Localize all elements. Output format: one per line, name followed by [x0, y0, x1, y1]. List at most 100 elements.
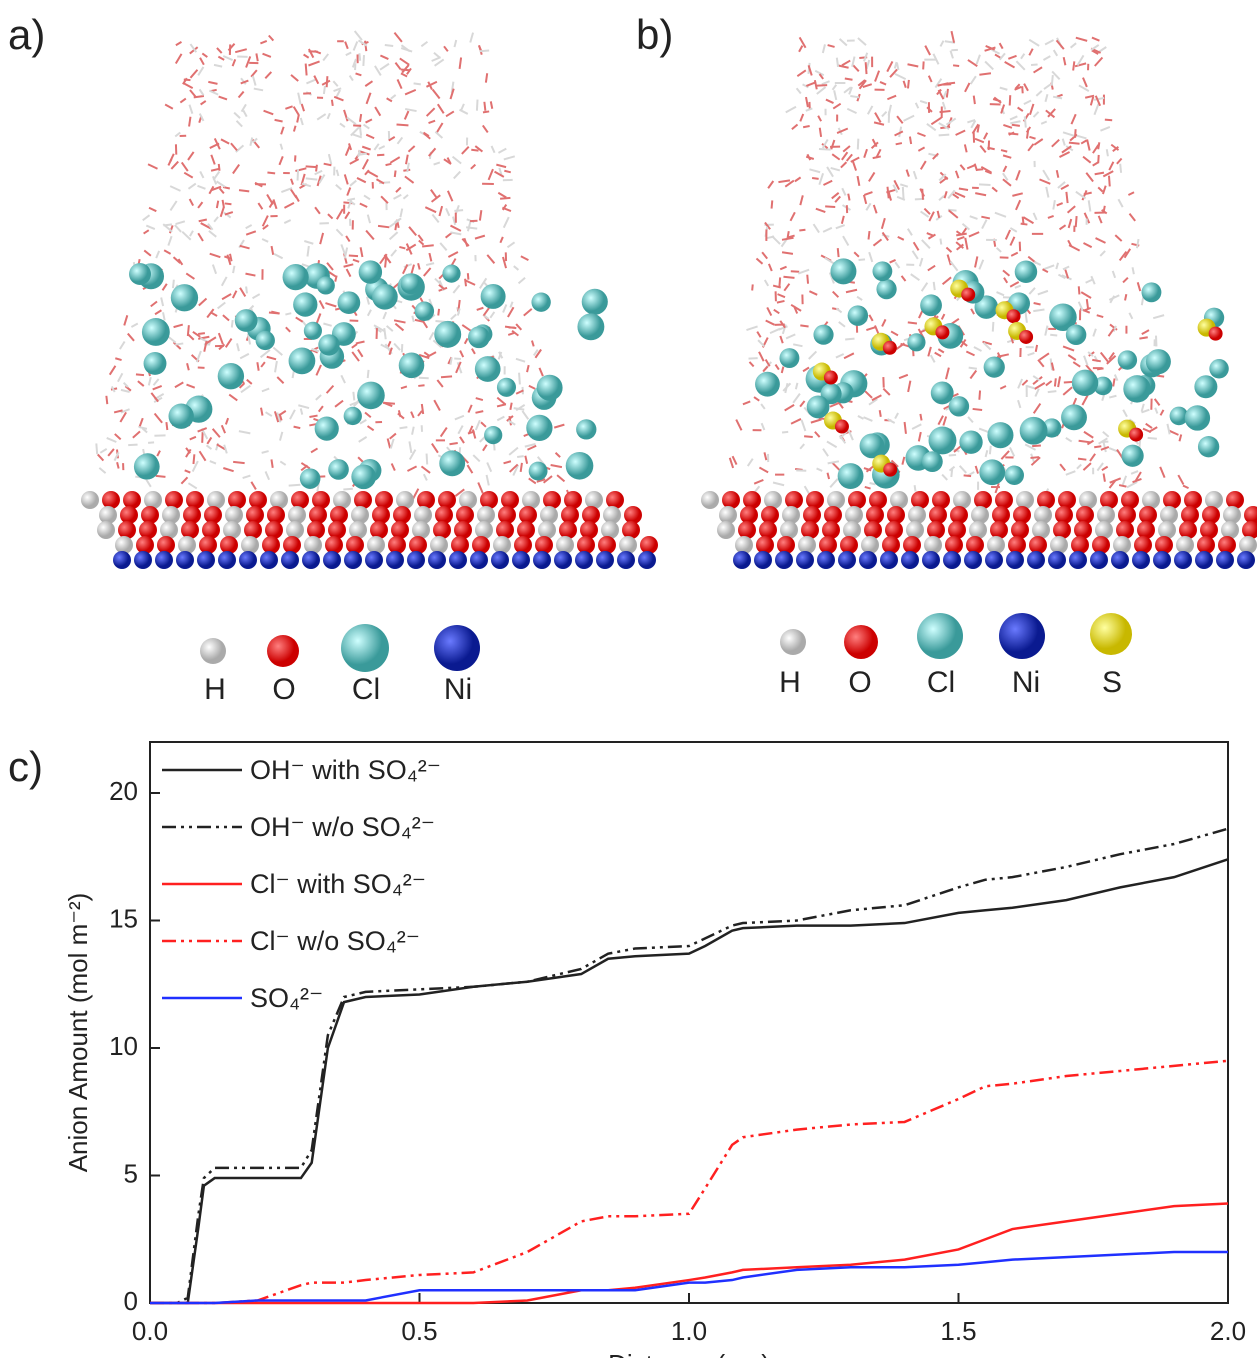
water [1003, 277, 1009, 284]
water [1032, 111, 1040, 118]
sulfate [882, 340, 897, 355]
water [954, 170, 960, 179]
water [994, 482, 1000, 494]
water [847, 193, 851, 201]
water [1101, 185, 1107, 195]
lattice-atom [1013, 506, 1031, 524]
water [816, 467, 823, 472]
chloride [959, 430, 983, 454]
lattice-atom [619, 536, 637, 554]
water [137, 380, 145, 387]
water [527, 444, 537, 451]
water [402, 194, 409, 200]
water [1159, 409, 1165, 416]
water [967, 118, 976, 124]
water [967, 59, 978, 68]
water [340, 374, 346, 384]
water [281, 187, 293, 194]
lattice-atom [113, 551, 131, 569]
water [1051, 70, 1061, 81]
water [226, 254, 232, 266]
water [186, 383, 196, 389]
water [1014, 83, 1021, 90]
water [889, 259, 896, 264]
water [940, 313, 946, 320]
lattice-atom [780, 521, 798, 539]
water [343, 109, 349, 122]
water [1109, 477, 1122, 484]
water [1074, 129, 1077, 138]
water [975, 54, 981, 65]
water [378, 145, 386, 150]
water [484, 73, 489, 83]
water [422, 244, 434, 248]
water [366, 425, 375, 432]
chloride [1049, 303, 1077, 332]
water [168, 225, 174, 234]
water [1100, 126, 1111, 132]
water [1122, 276, 1129, 284]
lattice-atom [433, 521, 451, 539]
water [882, 387, 891, 396]
lattice-atom [477, 506, 495, 524]
water [1057, 376, 1062, 388]
water [836, 64, 849, 69]
water [958, 187, 969, 191]
water [291, 370, 295, 379]
water [969, 215, 978, 220]
water [152, 384, 163, 391]
water [1034, 388, 1040, 397]
water [556, 474, 566, 483]
water [393, 319, 406, 324]
water [1119, 163, 1123, 173]
lattice-atom [480, 491, 498, 509]
water [334, 275, 338, 282]
water [907, 63, 919, 68]
water [401, 64, 410, 74]
water [346, 116, 357, 126]
water [946, 254, 952, 266]
legend-label: Cl⁻ w/o SO₄²⁻ [250, 926, 420, 956]
water [209, 460, 217, 465]
lattice-atom [1100, 491, 1118, 509]
water [898, 373, 909, 380]
chloride [1014, 260, 1038, 284]
water [1081, 394, 1089, 406]
lattice-atom [1097, 506, 1115, 524]
water [424, 206, 437, 214]
water [432, 339, 442, 349]
water [273, 411, 280, 423]
chloride [1093, 376, 1113, 396]
water [410, 411, 415, 419]
lattice-atom [414, 506, 432, 524]
water [979, 144, 987, 154]
water [845, 288, 858, 294]
lattice-atom [367, 536, 385, 554]
water [927, 233, 936, 240]
water [1121, 475, 1128, 486]
water [826, 472, 831, 480]
water [1118, 484, 1127, 488]
water [270, 459, 274, 468]
water [105, 395, 109, 405]
water [1009, 446, 1016, 457]
water [198, 218, 208, 223]
water [978, 183, 991, 186]
water [167, 235, 173, 246]
chloride [318, 334, 340, 356]
lattice-atom [866, 506, 884, 524]
chloride [1061, 404, 1087, 431]
water [818, 147, 831, 151]
lattice-atom [239, 551, 257, 569]
water [222, 314, 230, 322]
water [949, 260, 959, 272]
water [315, 164, 318, 172]
water [1029, 135, 1036, 140]
water [1072, 61, 1076, 71]
lattice-atom [617, 551, 635, 569]
water [305, 165, 317, 169]
lattice-atom [964, 551, 982, 569]
water [414, 318, 425, 323]
water [470, 163, 477, 170]
lattice-atom [283, 536, 301, 554]
